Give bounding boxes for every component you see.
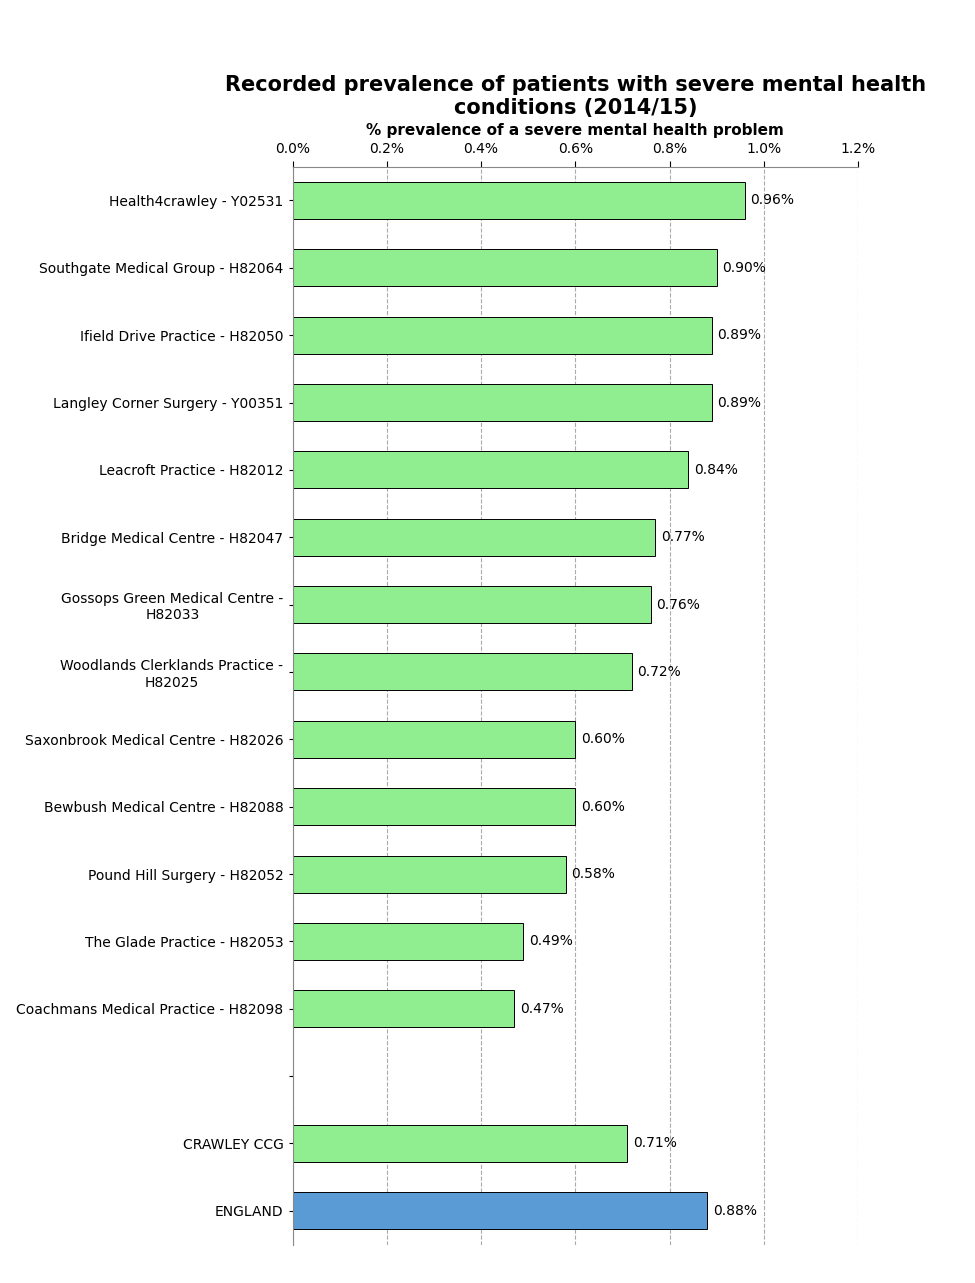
Text: 0.49%: 0.49% [529, 934, 573, 948]
Text: 0.89%: 0.89% [718, 395, 761, 409]
Bar [292, 922, 524, 960]
Bar [292, 249, 717, 286]
Text: 0.60%: 0.60% [581, 799, 625, 813]
Bar [292, 586, 650, 624]
Text: 0.89%: 0.89% [718, 328, 761, 343]
Bar [292, 788, 575, 825]
Text: 0.96%: 0.96% [751, 194, 795, 208]
Text: 0.84%: 0.84% [694, 463, 738, 477]
X-axis label: % prevalence of a severe mental health problem: % prevalence of a severe mental health p… [367, 123, 784, 139]
Bar [292, 856, 566, 893]
Text: 0.60%: 0.60% [581, 733, 625, 747]
Text: 0.88%: 0.88% [713, 1203, 757, 1218]
Bar [292, 721, 575, 758]
Bar [292, 384, 712, 421]
Bar [292, 653, 632, 690]
Bar [292, 990, 514, 1028]
Bar [292, 317, 712, 354]
Text: 0.77%: 0.77% [661, 530, 705, 544]
Text: 0.47%: 0.47% [520, 1002, 564, 1016]
Text: 0.76%: 0.76% [656, 598, 700, 612]
Text: 0.71%: 0.71% [633, 1137, 677, 1151]
Title: Recorded prevalence of patients with severe mental health
conditions (2014/15): Recorded prevalence of patients with sev… [224, 74, 926, 118]
Text: 0.90%: 0.90% [722, 260, 766, 275]
Text: 0.72%: 0.72% [638, 665, 682, 679]
Bar [292, 452, 688, 489]
Bar [292, 1125, 627, 1162]
Bar [292, 518, 655, 556]
Bar [292, 182, 745, 219]
Text: 0.58%: 0.58% [571, 867, 615, 881]
Bar [292, 1192, 707, 1229]
